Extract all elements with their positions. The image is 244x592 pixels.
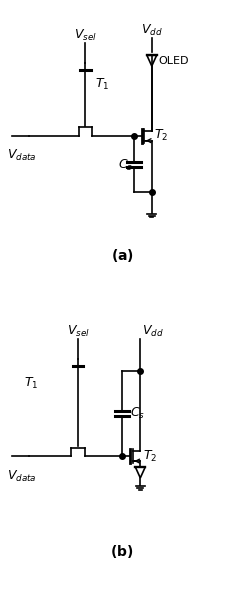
Text: $\mathbf{(b)}$: $\mathbf{(b)}$ [110, 543, 134, 560]
Text: $V_{dd}$: $V_{dd}$ [142, 324, 163, 339]
Text: $V_{dd}$: $V_{dd}$ [141, 23, 163, 38]
Text: $V_{sel}$: $V_{sel}$ [67, 324, 90, 339]
Text: $V_{data}$: $V_{data}$ [7, 148, 37, 163]
Text: $C_s$: $C_s$ [130, 406, 145, 421]
Text: $C_s$: $C_s$ [118, 158, 133, 173]
Text: $T_1$: $T_1$ [24, 375, 39, 391]
Text: $T_2$: $T_2$ [154, 128, 168, 143]
Text: OLED: OLED [159, 56, 189, 66]
Text: $V_{sel}$: $V_{sel}$ [74, 28, 97, 43]
Text: $V_{data}$: $V_{data}$ [7, 468, 37, 484]
Text: $\mathbf{(a)}$: $\mathbf{(a)}$ [111, 247, 133, 264]
Text: $T_2$: $T_2$ [143, 449, 157, 464]
Text: $T_1$: $T_1$ [95, 77, 110, 92]
